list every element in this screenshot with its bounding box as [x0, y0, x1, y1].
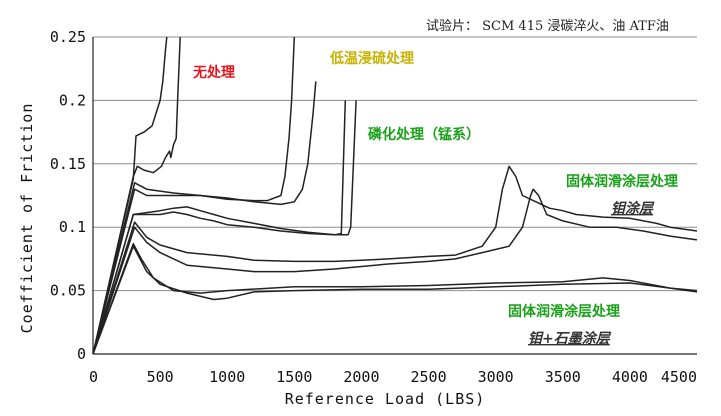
annotation-mo-coating: 钼涂层	[611, 200, 655, 217]
annotation-solid-lubricant-2: 固体润滑涂层处理	[508, 303, 620, 320]
x-tick-label: 2500	[410, 368, 446, 386]
y-tick-label: 0.15	[50, 155, 86, 173]
series-line-7	[92, 165, 698, 355]
y-tick-label: 0	[77, 345, 86, 363]
x-tick-label: 3500	[545, 368, 581, 386]
series-line-1	[92, 36, 168, 355]
y-tick-label: 0.25	[50, 28, 86, 46]
tick-labels: 0 0.05 0.1 0.15 0.2 0.25 0 500 1000 1500 2000 2500 3…	[50, 28, 697, 386]
series-line-4	[92, 81, 317, 355]
chart-title: 试验片： SCM 415 浸碳淬火、油 ATF油	[426, 18, 669, 34]
series-line-3	[92, 36, 296, 355]
annotation-mo-graphite-coating: 钼+石墨涂层	[528, 330, 612, 347]
x-tick-label: 500	[147, 368, 174, 386]
y-tick-label: 0.1	[59, 218, 86, 236]
annotation-untreated: 无处理	[192, 64, 235, 81]
annotation-phosphating: 磷化处理（锰系）	[368, 126, 480, 143]
y-axis-title: Coefficient of Friction	[18, 103, 36, 334]
x-tick-label: 1000	[209, 368, 245, 386]
x-tick-label: 3000	[478, 368, 514, 386]
x-tick-label: 4500	[661, 368, 697, 386]
grid-lines	[93, 36, 697, 292]
x-tick-label: 1500	[276, 368, 312, 386]
series-line-10	[92, 245, 698, 355]
series-line-2	[92, 36, 181, 355]
y-tick-label: 0.05	[50, 282, 86, 300]
series-line-6	[92, 100, 357, 355]
series-line-8	[92, 188, 698, 355]
x-tick-label: 0	[89, 368, 98, 386]
annotation-low-temp-sulfurizing: 低温浸硫处理	[329, 50, 414, 67]
annotation-solid-lubricant-1: 固体润滑涂层处理	[566, 173, 678, 190]
axes	[92, 37, 697, 355]
x-tick-label: 4000	[612, 368, 648, 386]
series-line-9	[92, 242, 698, 355]
series-lines	[92, 36, 698, 355]
x-axis-title: Reference Load (LBS)	[285, 390, 486, 408]
y-tick-label: 0.2	[59, 91, 86, 109]
x-tick-label: 2000	[343, 368, 379, 386]
